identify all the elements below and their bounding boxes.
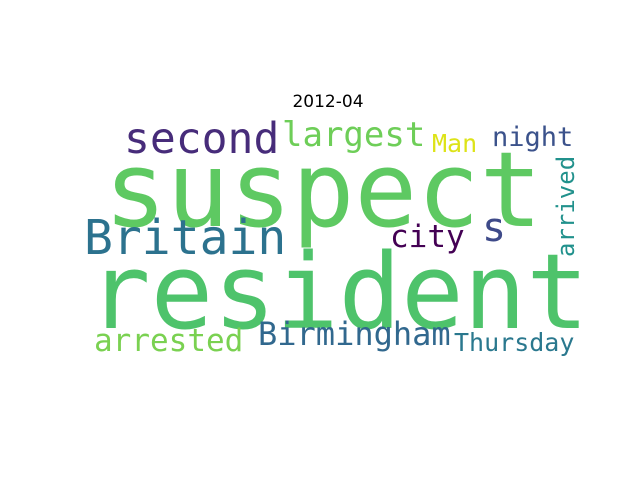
chart-title: 2012-04: [292, 92, 364, 112]
word-man: Man: [432, 129, 478, 158]
word-night: night: [492, 122, 574, 153]
word-thursday: Thursday: [454, 328, 575, 357]
word-birmingham: Birmingham: [258, 315, 451, 353]
word-largest: largest: [282, 115, 426, 155]
word-britain: Britain: [84, 210, 287, 266]
word-suspect: suspect: [104, 129, 543, 251]
word-second: second: [124, 114, 280, 164]
word-resident: resident: [88, 231, 589, 353]
word-city: city: [390, 219, 465, 255]
word-s: s: [482, 205, 507, 251]
word-arrived: arrived: [552, 155, 580, 257]
word-cloud: suspect resident second largest Britain …: [80, 114, 589, 366]
word-arrested: arrested: [94, 323, 244, 359]
